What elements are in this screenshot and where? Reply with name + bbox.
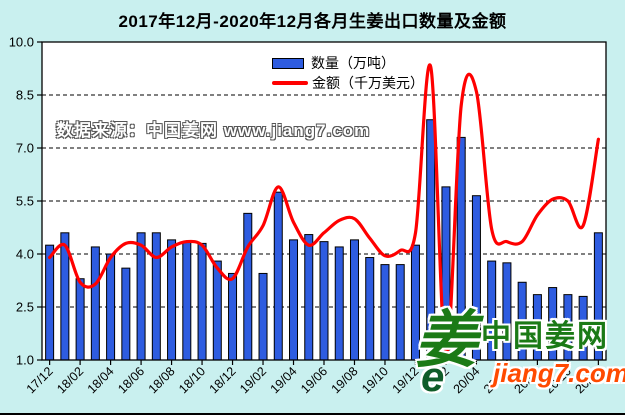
x-tick-label: 19/04 — [268, 364, 300, 396]
bar-18/07 — [151, 232, 161, 361]
legend-bar-swatch-icon — [272, 57, 304, 69]
bar-19/10 — [380, 264, 390, 361]
y-tick-label: 4.0 — [16, 247, 34, 262]
y-tick-label: 10.0 — [9, 35, 34, 50]
y-tick-label: 2.5 — [16, 300, 34, 315]
legend-line-swatch-icon — [272, 81, 308, 85]
bar-18/02 — [75, 278, 85, 361]
data-source-watermark: 数据来源：中国姜网 www.jiang7.com — [56, 121, 371, 140]
bar-17/12 — [45, 244, 55, 361]
bar-19/07 — [334, 246, 344, 361]
bar-19/05 — [304, 234, 314, 361]
y-tick-label: 8.5 — [16, 88, 34, 103]
chart-title: 2017年12月-2020年12月各月生姜出口数量及金额 — [118, 12, 507, 31]
y-tick-label: 1.0 — [16, 353, 34, 368]
y-tick-label: 5.5 — [16, 194, 34, 209]
legend-amount-label: 金额（千万美元） — [312, 75, 424, 91]
legend: 数量（万吨） 金额（千万美元） — [272, 53, 424, 93]
bar-18/09 — [182, 241, 192, 361]
legend-item-amount: 金额（千万美元） — [272, 73, 424, 93]
x-tick-label: 18/10 — [176, 364, 208, 396]
bar-18/04 — [106, 253, 116, 361]
logo-site-name: 中国姜网 — [481, 320, 609, 353]
x-tick-label: 19/06 — [298, 364, 330, 396]
x-tick-label: 17/12 — [24, 364, 56, 396]
x-tick-label: 19/08 — [329, 364, 361, 396]
bar-18/10 — [197, 242, 207, 361]
x-tick-label: 18/02 — [54, 364, 86, 396]
y-tick-label: 7.0 — [16, 141, 34, 156]
bar-18/05 — [121, 267, 131, 361]
amount-line — [48, 63, 600, 359]
x-tick-label: 19/02 — [237, 364, 269, 396]
bar-19/11 — [395, 264, 405, 361]
logo-swirl-icon: e — [421, 353, 445, 400]
x-tick-label: 19/10 — [359, 364, 391, 396]
bar-19/09 — [365, 257, 375, 361]
bar-19/01 — [243, 212, 253, 361]
site-logo: 姜 e 中国姜网 jiang7.com — [413, 310, 625, 410]
bar-18/03 — [90, 246, 100, 361]
legend-quantity-label: 数量（万吨） — [311, 55, 395, 71]
bar-19/08 — [349, 239, 359, 361]
bar-18/12 — [228, 272, 238, 361]
bar-19/02 — [258, 272, 268, 361]
logo-site-url: jiang7.com — [493, 358, 625, 388]
bar-19/04 — [289, 239, 299, 361]
bar-19/03 — [273, 191, 283, 361]
bar-18/08 — [167, 239, 177, 361]
x-tick-label: 18/08 — [146, 364, 178, 396]
x-tick-label: 18/12 — [207, 364, 239, 396]
legend-item-quantity: 数量（万吨） — [272, 53, 424, 73]
x-tick-label: 18/06 — [115, 364, 147, 396]
bar-18/06 — [136, 232, 146, 361]
x-tick-label: 18/04 — [85, 364, 117, 396]
bar-19/06 — [319, 241, 329, 361]
bar-18/11 — [212, 260, 222, 361]
ginger-logo-icon: 姜 — [415, 306, 478, 375]
